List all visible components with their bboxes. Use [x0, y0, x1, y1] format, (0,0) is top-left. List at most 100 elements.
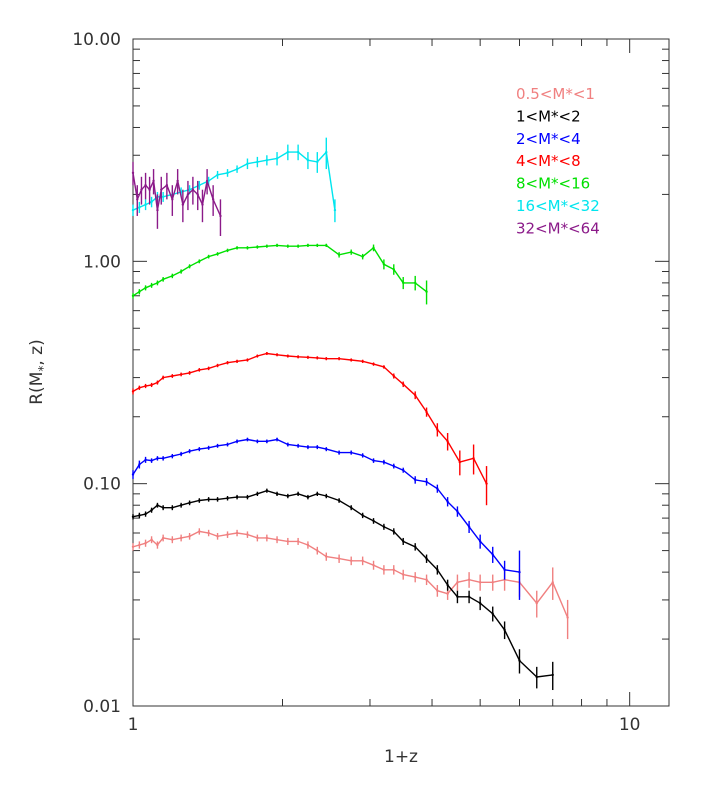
- data-point: [446, 592, 449, 595]
- data-point: [467, 578, 471, 581]
- data-point: [188, 371, 191, 375]
- data-point: [436, 428, 439, 431]
- data-point: [491, 612, 494, 615]
- data-point: [316, 160, 319, 164]
- data-point: [198, 499, 201, 502]
- data-point: [414, 393, 417, 397]
- series-0: [131, 528, 569, 640]
- data-point: [188, 265, 191, 268]
- data-point: [535, 675, 538, 679]
- data-point: [201, 203, 204, 206]
- legend-label: 4<M*<8: [516, 152, 581, 170]
- data-point: [503, 568, 506, 571]
- data-point: [226, 171, 229, 175]
- data-point: [246, 246, 249, 250]
- data-point: [306, 445, 310, 449]
- data-point: [425, 557, 428, 560]
- data-point: [551, 673, 554, 677]
- series-5: [131, 137, 337, 223]
- data-point: [414, 575, 417, 579]
- series-2: [131, 437, 521, 600]
- data-point: [306, 543, 310, 547]
- tick-marks: [132, 38, 669, 707]
- data-point: [325, 150, 328, 154]
- data-point: [165, 184, 169, 187]
- data-point: [256, 440, 259, 443]
- data-point: [138, 463, 141, 466]
- data-point: [207, 367, 210, 370]
- series-line: [132, 352, 488, 485]
- data-point: [256, 354, 259, 358]
- data-point: [131, 294, 135, 297]
- data-point: [306, 159, 310, 162]
- data-point: [316, 244, 319, 247]
- data-point: [265, 244, 269, 248]
- data-point: [446, 440, 449, 443]
- data-point: [350, 358, 353, 362]
- data-point: [179, 373, 183, 376]
- data-point: [156, 381, 159, 384]
- data-point: [478, 540, 482, 543]
- data-point: [436, 487, 439, 490]
- data-point: [265, 352, 269, 355]
- data-point: [265, 440, 269, 443]
- data-point: [425, 290, 428, 293]
- data-point: [256, 245, 259, 249]
- data-point: [150, 508, 153, 512]
- data-point: [306, 495, 310, 499]
- data-point: [131, 208, 135, 212]
- data-point: [246, 533, 249, 536]
- data-point: [446, 500, 449, 503]
- data-point: [156, 504, 159, 507]
- y-axis-label-main: R(M: [27, 372, 47, 405]
- data-point: [491, 553, 494, 556]
- data-point: [161, 278, 165, 281]
- data-point: [138, 386, 141, 389]
- data-point: [198, 184, 201, 187]
- data-point: [188, 501, 191, 505]
- data-point: [316, 356, 319, 360]
- data-point: [161, 376, 165, 379]
- data-point: [161, 195, 165, 199]
- data-point: [372, 519, 375, 523]
- data-point: [485, 482, 488, 485]
- data-point: [306, 244, 310, 247]
- data-point: [275, 353, 279, 356]
- data-point: [226, 361, 229, 364]
- data-point: [382, 568, 386, 571]
- data-point: [325, 555, 328, 558]
- y-tick-label: 1.00: [83, 252, 121, 272]
- data-point: [286, 354, 290, 358]
- data-point: [350, 250, 353, 254]
- data-point: [144, 203, 147, 206]
- data-point: [235, 360, 239, 363]
- data-point: [161, 457, 165, 460]
- data-point: [286, 244, 290, 248]
- data-point: [392, 568, 395, 571]
- data-point: [286, 540, 290, 543]
- data-point: [566, 616, 569, 619]
- data-point: [361, 559, 364, 562]
- data-point: [316, 445, 319, 449]
- data-point: [535, 601, 538, 605]
- series-layer: [131, 137, 569, 691]
- data-point: [458, 460, 462, 464]
- series-4: [131, 243, 428, 305]
- data-point: [131, 171, 135, 175]
- data-point: [150, 383, 153, 387]
- data-point: [131, 473, 135, 476]
- data-point: [402, 383, 405, 386]
- data-point: [235, 495, 239, 499]
- data-point: [188, 188, 191, 191]
- data-point: [372, 246, 375, 250]
- y-tick-label: 0.10: [83, 475, 121, 495]
- data-point: [256, 536, 259, 540]
- data-point: [382, 460, 386, 464]
- data-point: [161, 536, 165, 540]
- data-point: [414, 545, 417, 549]
- data-point: [152, 179, 155, 183]
- data-point: [382, 263, 386, 266]
- data-point: [296, 355, 300, 359]
- tick-labels: 1 10 0.01 0.10 1.00 10.00: [72, 30, 640, 735]
